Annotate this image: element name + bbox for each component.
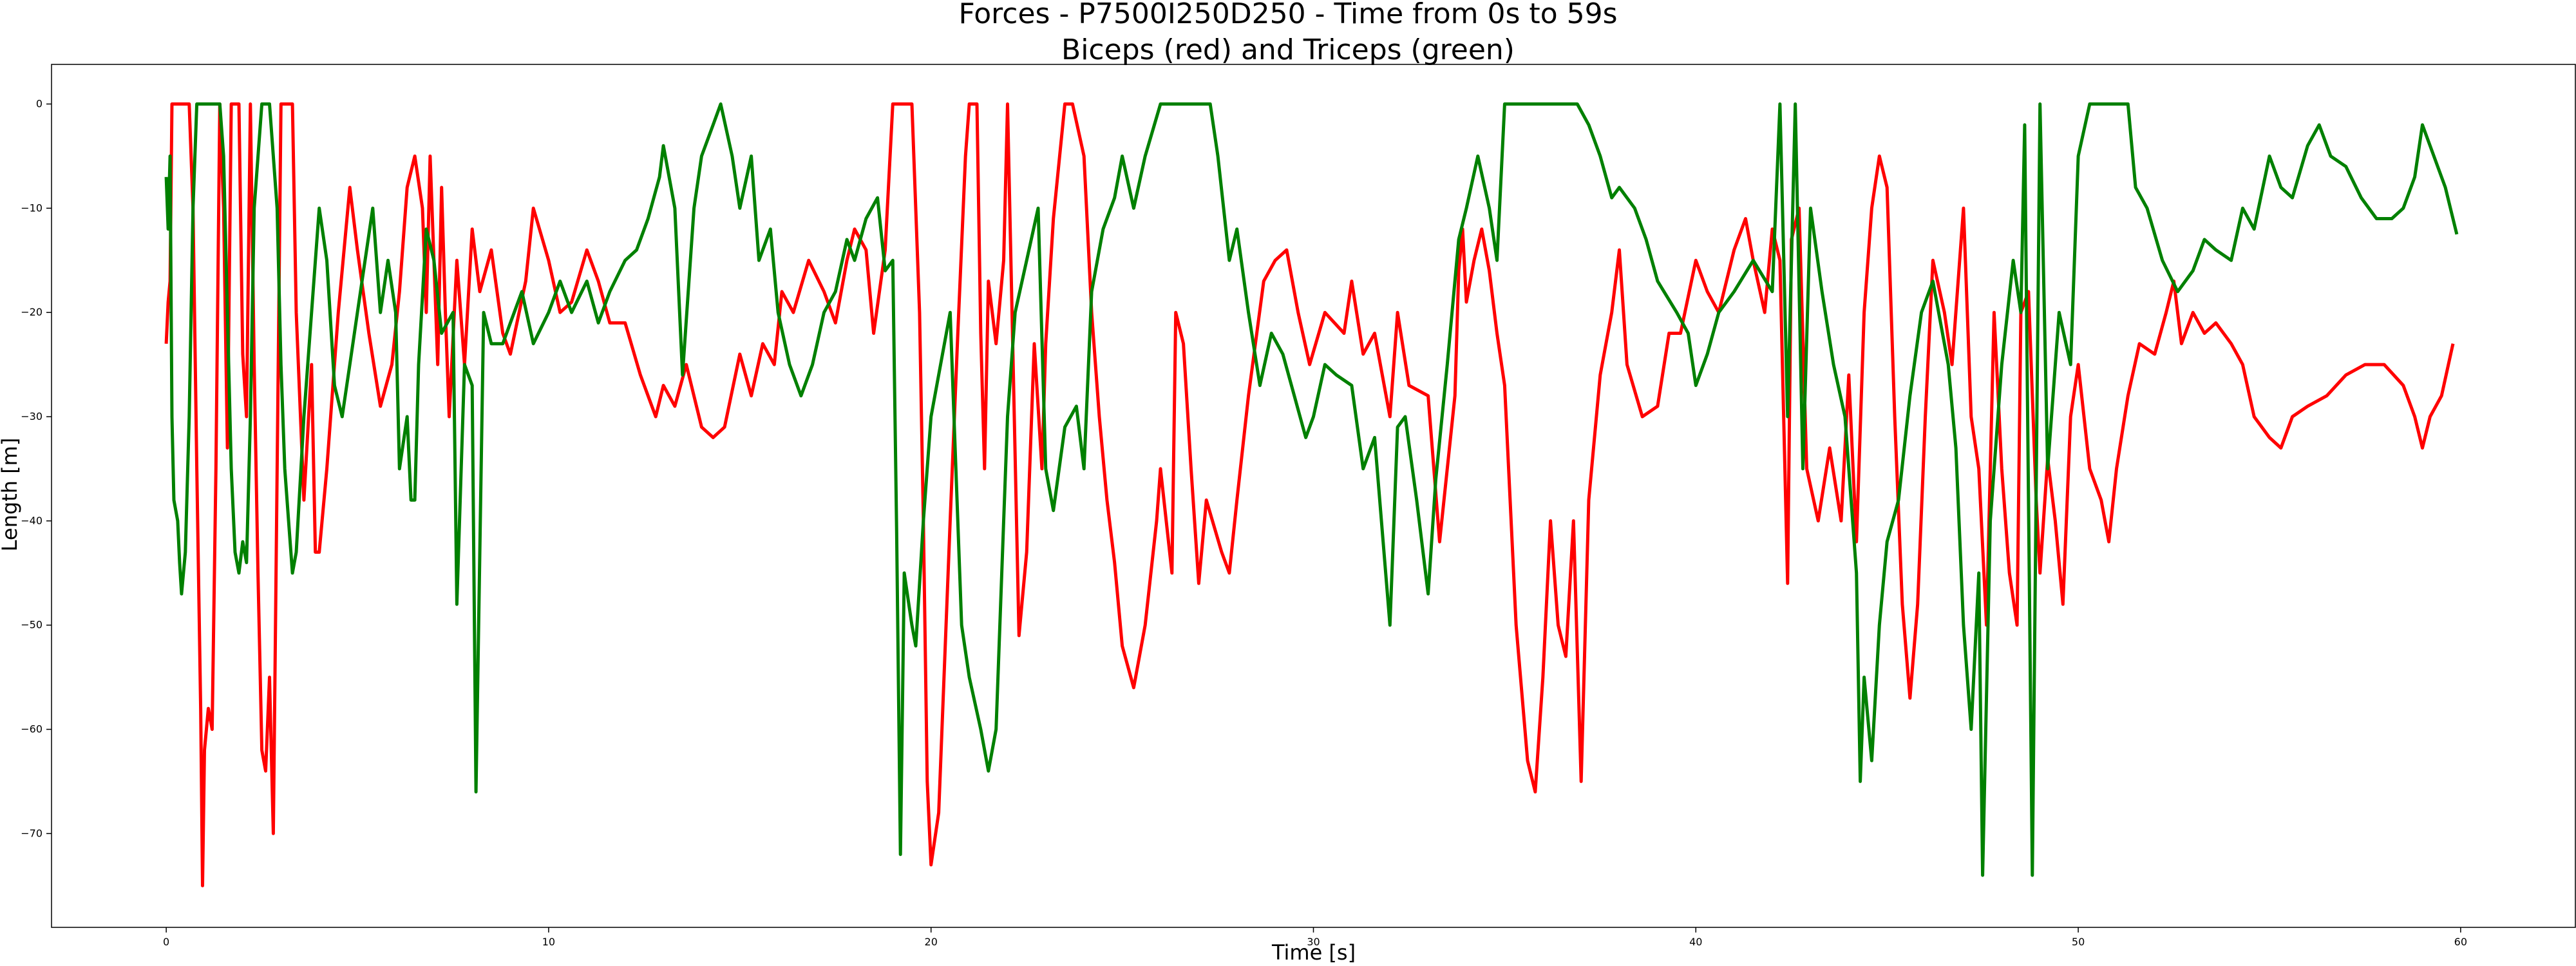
chart-subtitle: Biceps (red) and Triceps (green) <box>1061 33 1515 66</box>
y-tick-label: −20 <box>21 306 43 318</box>
series-line-2 <box>164 102 2459 877</box>
plot-area <box>164 102 2459 887</box>
x-tick-label: 10 <box>542 936 555 948</box>
y-tick-label: −60 <box>21 723 43 735</box>
chart-title: Forces - P7500I250D250 - Time from 0s to… <box>958 0 1617 30</box>
y-tick-label: −30 <box>21 410 43 422</box>
x-tick-label: 20 <box>925 936 938 948</box>
y-tick-label: −40 <box>21 515 43 527</box>
x-tick-label: 30 <box>1307 936 1320 948</box>
y-tick-label: −70 <box>21 827 43 839</box>
x-axis-label: Time [s] <box>1271 940 1356 965</box>
x-tick-label: 40 <box>1689 936 1702 948</box>
y-axis: 0 −10 −20 −30 −40 −50 −60 −70 <box>21 97 52 839</box>
y-tick-label: −10 <box>21 202 43 214</box>
x-axis: 0 10 20 30 40 50 60 <box>163 927 2467 948</box>
y-tick-label: −50 <box>21 619 43 631</box>
x-tick-label: 60 <box>2454 936 2467 948</box>
y-tick-label: 0 <box>36 97 43 109</box>
x-tick-label: 0 <box>163 936 169 948</box>
x-tick-label: 50 <box>2072 936 2085 948</box>
series-layer <box>164 102 2459 887</box>
y-axis-label: Length [m] <box>0 438 22 552</box>
